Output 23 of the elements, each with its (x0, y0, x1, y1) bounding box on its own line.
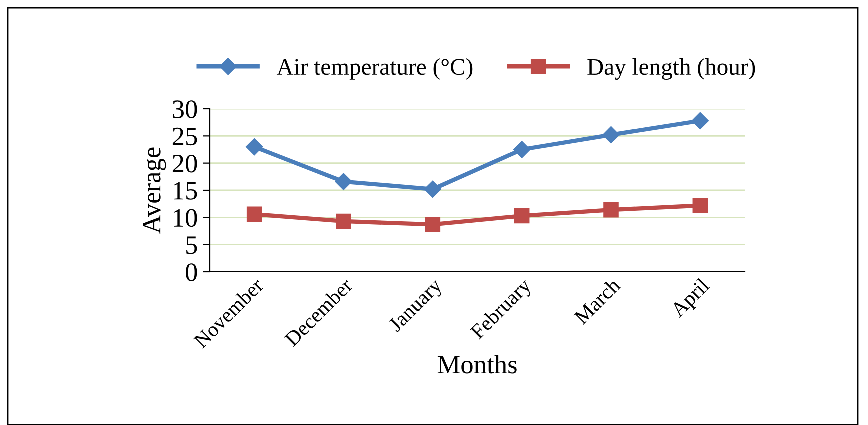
y-axis-title: Average (143, 148, 166, 234)
point (425, 217, 441, 232)
legend-label: Air temperature (°C) (276, 58, 473, 80)
legend-label: Day length (hour) (588, 58, 756, 80)
y-tick-label: 20 (172, 154, 198, 173)
y-tick-label: 15 (174, 182, 198, 200)
point (336, 214, 352, 230)
point (424, 180, 442, 198)
y-tick-label: 10 (174, 209, 198, 228)
point (692, 112, 709, 130)
point (335, 173, 352, 190)
point (604, 202, 619, 218)
point (246, 206, 262, 222)
y-tick-label: 30 (173, 100, 198, 118)
x-axis-title: Months (438, 355, 517, 374)
y-tick-label: 0 (186, 264, 198, 282)
point (514, 141, 531, 158)
point (246, 138, 264, 156)
point (514, 208, 530, 224)
point (602, 126, 620, 144)
point (692, 198, 708, 214)
y-tick-label: 25 (172, 128, 198, 146)
y-tick-label: 5 (186, 236, 198, 254)
